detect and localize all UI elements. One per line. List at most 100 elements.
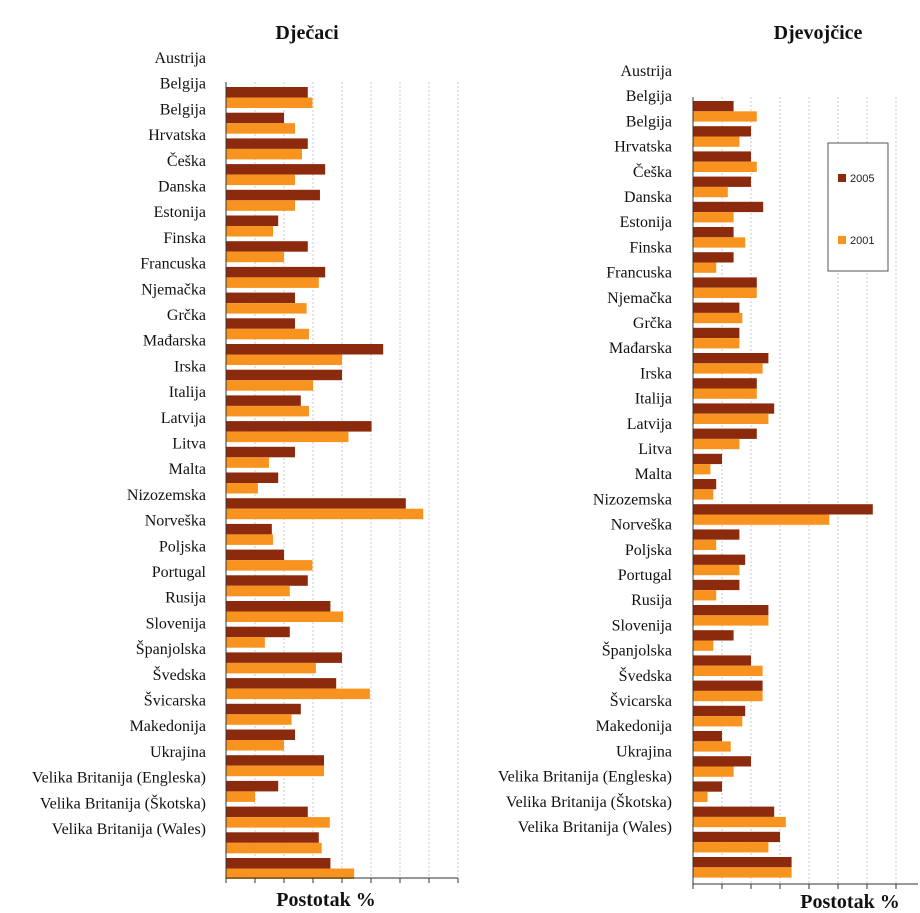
gridlines-girls bbox=[721, 97, 897, 884]
bar-2005 bbox=[693, 756, 751, 767]
bar-2001 bbox=[693, 741, 731, 752]
bar-2001 bbox=[226, 842, 322, 854]
category-label: Grčka bbox=[633, 315, 672, 332]
bar-2005 bbox=[226, 292, 296, 304]
category-label: Irska bbox=[640, 365, 672, 382]
bar-2001 bbox=[226, 483, 258, 494]
category-label: Portugal bbox=[618, 567, 673, 584]
bar-2005 bbox=[693, 705, 746, 717]
category-label: Finska bbox=[629, 239, 672, 256]
bar-2005 bbox=[693, 353, 769, 364]
category-label: Velika Britanija (Engleska) bbox=[498, 769, 672, 786]
bar-2005 bbox=[693, 252, 734, 263]
bar-2001 bbox=[226, 688, 370, 700]
bar-2001 bbox=[693, 564, 740, 576]
bar-2005 bbox=[226, 189, 320, 201]
bars-boys bbox=[226, 87, 424, 879]
legend-swatch-2005 bbox=[838, 174, 846, 182]
bar-2001 bbox=[226, 765, 325, 777]
bar-2001 bbox=[693, 338, 740, 349]
bar-2005 bbox=[693, 126, 751, 137]
x-axis-label-boys: Postotak % bbox=[276, 889, 375, 911]
bar-2001 bbox=[693, 690, 763, 702]
category-label: Italija bbox=[169, 384, 206, 401]
bar-2005 bbox=[693, 655, 751, 666]
chart-girls: Djevojčice Austrija Belgija Belgija Hrvatsk… bbox=[498, 22, 918, 913]
bar-2001 bbox=[693, 842, 769, 853]
bar-2001 bbox=[226, 148, 302, 160]
bar-2001 bbox=[693, 816, 786, 828]
category-label: Velika Britanija (Škotska) bbox=[40, 793, 206, 812]
bar-2001 bbox=[693, 287, 757, 298]
bar-2001 bbox=[226, 791, 255, 802]
bar-2005 bbox=[226, 755, 325, 766]
category-label: Poljska bbox=[159, 538, 206, 555]
bar-2005 bbox=[226, 241, 308, 252]
category-label: Švicarska bbox=[144, 691, 206, 710]
bar-2001 bbox=[693, 539, 717, 550]
category-label: Hrvatska bbox=[614, 139, 672, 156]
bar-2005 bbox=[693, 605, 769, 616]
bar-2005 bbox=[693, 403, 775, 414]
category-label: Francuska bbox=[140, 256, 206, 273]
legend-swatch-2001 bbox=[838, 236, 846, 244]
category-label: Estonija bbox=[154, 204, 206, 221]
bar-2005 bbox=[693, 227, 734, 238]
bar-2001 bbox=[693, 665, 763, 676]
bar-2001 bbox=[226, 740, 284, 751]
bar-2001 bbox=[693, 111, 757, 122]
bar-2001 bbox=[693, 489, 714, 500]
legend-label-2001: 2001 bbox=[850, 235, 874, 247]
bar-2001 bbox=[226, 637, 265, 648]
bar-2005 bbox=[226, 164, 326, 175]
bar-2001 bbox=[693, 464, 711, 475]
category-label: Hrvatska bbox=[148, 127, 206, 144]
chart-boys: Dječaci Austrija Belgija Belgija Hrvatska Če… bbox=[32, 22, 459, 911]
bar-2001 bbox=[226, 277, 319, 288]
category-label: Danska bbox=[624, 189, 672, 206]
category-label: Češka bbox=[167, 151, 206, 170]
bar-2001 bbox=[226, 174, 296, 186]
category-label: Latvija bbox=[627, 416, 672, 433]
axes-boys bbox=[225, 82, 459, 883]
bar-2001 bbox=[693, 716, 743, 727]
bar-2005 bbox=[693, 302, 740, 313]
category-label: Španjolska bbox=[136, 639, 206, 658]
bar-2005 bbox=[226, 806, 308, 818]
chart-title-boys: Dječaci bbox=[275, 22, 339, 44]
bar-2005 bbox=[693, 378, 757, 389]
bar-2005 bbox=[226, 472, 279, 483]
bar-2001 bbox=[226, 380, 313, 391]
category-label: Finska bbox=[163, 230, 206, 247]
bar-2001 bbox=[226, 354, 342, 365]
bar-2005 bbox=[226, 395, 301, 406]
category-label: Slovenija bbox=[146, 615, 206, 632]
bar-2005 bbox=[693, 428, 757, 439]
bar-2005 bbox=[226, 575, 308, 586]
bar-2001 bbox=[693, 237, 746, 248]
bar-2005 bbox=[226, 652, 342, 663]
legend: 2005 2001 bbox=[827, 142, 889, 272]
bar-2001 bbox=[226, 662, 316, 674]
bar-2001 bbox=[693, 212, 734, 223]
category-label: Španjolska bbox=[602, 641, 672, 660]
category-label: Ukrajina bbox=[616, 743, 672, 760]
category-label: Makedonija bbox=[130, 718, 206, 735]
category-label: Portugal bbox=[152, 564, 207, 581]
category-labels-boys: Austrija Belgija Belgija Hrvatska Češka Dansk… bbox=[32, 50, 207, 838]
bar-2005 bbox=[693, 579, 740, 591]
category-label: Švicarska bbox=[610, 691, 672, 710]
bar-2005 bbox=[226, 703, 301, 715]
bar-2001 bbox=[226, 611, 344, 622]
bar-2005 bbox=[226, 523, 272, 535]
bar-2005 bbox=[693, 781, 722, 792]
bar-2005 bbox=[226, 780, 279, 792]
bar-2005 bbox=[693, 554, 746, 565]
category-label: Francuska bbox=[606, 265, 672, 282]
bar-2001 bbox=[693, 590, 717, 601]
bar-2005 bbox=[693, 277, 757, 288]
bar-2001 bbox=[693, 413, 769, 424]
category-label: Austrija bbox=[154, 50, 206, 67]
bar-2001 bbox=[693, 438, 740, 450]
